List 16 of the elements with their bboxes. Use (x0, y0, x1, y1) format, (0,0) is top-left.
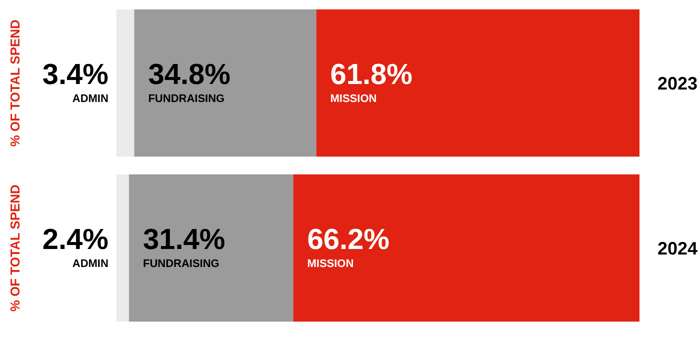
series-label: ADMIN (72, 258, 108, 270)
data-label: 66.2% (307, 224, 390, 256)
y-tick-label: 2023 (658, 74, 698, 94)
data-label: 3.4% (42, 59, 109, 91)
data-label: 34.8% (148, 59, 231, 91)
data-label: 31.4% (142, 224, 226, 256)
series-label: MISSION (307, 258, 354, 270)
data-label: 2.4% (42, 224, 109, 256)
y-axis-title: % OF TOTAL SPEND (8, 20, 22, 147)
y-tick-label: 2024 (658, 238, 698, 258)
series-label: ADMIN (72, 93, 108, 105)
series-label: FUNDRAISING (148, 93, 225, 105)
series-label: MISSION (330, 93, 377, 105)
data-label: 61.8% (330, 59, 413, 91)
y-axis-title: % OF TOTAL SPEND (8, 184, 22, 312)
series-label: FUNDRAISING (142, 258, 220, 270)
